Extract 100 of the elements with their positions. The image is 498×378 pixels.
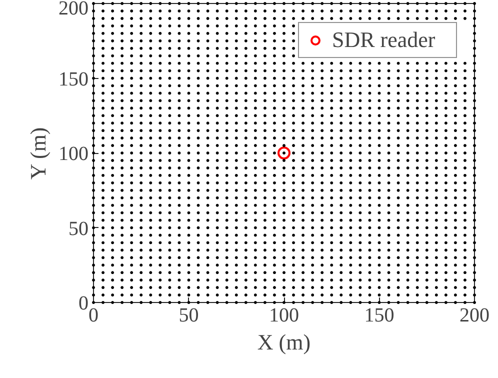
point — [444, 271, 448, 274]
point — [358, 234, 362, 237]
point — [444, 16, 448, 20]
point — [292, 54, 296, 58]
point — [196, 286, 200, 290]
point — [444, 286, 448, 290]
point — [349, 211, 352, 214]
point — [111, 114, 114, 118]
point — [120, 76, 124, 80]
point — [311, 256, 314, 260]
point — [102, 196, 105, 200]
point — [102, 248, 105, 252]
point — [368, 166, 372, 170]
point — [396, 2, 400, 5]
point — [178, 204, 181, 207]
point — [425, 84, 428, 88]
point — [396, 152, 400, 154]
point — [254, 106, 257, 110]
point — [149, 226, 152, 230]
point — [102, 76, 105, 80]
point — [225, 188, 228, 192]
point — [330, 99, 334, 102]
point — [168, 76, 172, 80]
point — [225, 158, 228, 162]
point — [130, 39, 134, 42]
point — [244, 16, 248, 20]
point — [463, 211, 466, 214]
point — [292, 9, 296, 12]
point — [187, 129, 190, 132]
point — [149, 144, 152, 148]
point — [196, 32, 200, 35]
point — [140, 181, 143, 184]
point — [178, 69, 181, 72]
point — [225, 54, 228, 58]
point — [111, 166, 114, 170]
point — [358, 256, 362, 260]
point — [263, 114, 266, 118]
point — [340, 122, 343, 125]
point — [454, 174, 457, 177]
point — [263, 92, 266, 95]
point — [149, 241, 152, 244]
point — [140, 9, 143, 12]
point — [282, 114, 286, 118]
point — [225, 106, 228, 110]
point — [387, 136, 390, 140]
point — [178, 174, 181, 177]
point — [302, 301, 305, 304]
point — [444, 174, 448, 177]
point — [130, 106, 134, 110]
point — [225, 196, 228, 200]
point — [473, 99, 476, 102]
point — [187, 62, 190, 65]
point — [320, 99, 324, 102]
point — [378, 152, 381, 154]
point — [187, 114, 190, 118]
point — [302, 218, 305, 222]
point — [311, 278, 314, 282]
point — [378, 226, 381, 230]
point — [368, 84, 372, 88]
point — [149, 218, 152, 222]
point — [302, 271, 305, 274]
point — [406, 234, 410, 237]
point — [111, 144, 114, 148]
point — [340, 129, 343, 132]
point — [292, 256, 296, 260]
point — [444, 204, 448, 207]
point — [225, 181, 228, 184]
point — [263, 278, 266, 282]
point — [349, 278, 352, 282]
point — [368, 136, 372, 140]
point — [178, 271, 181, 274]
point — [263, 129, 266, 132]
point — [330, 226, 334, 230]
point — [463, 152, 466, 154]
point — [349, 106, 352, 110]
point — [140, 241, 143, 244]
point — [140, 152, 143, 154]
point — [425, 248, 428, 252]
point — [349, 234, 352, 237]
point — [206, 62, 210, 65]
point — [102, 92, 105, 95]
point — [320, 234, 324, 237]
point — [340, 294, 343, 297]
point — [396, 271, 400, 274]
point — [196, 218, 200, 222]
point — [311, 264, 314, 267]
point — [254, 99, 257, 102]
point — [272, 136, 276, 140]
point — [263, 204, 266, 207]
point — [158, 106, 162, 110]
point — [454, 114, 457, 118]
point — [463, 114, 466, 118]
point — [272, 92, 276, 95]
point — [340, 226, 343, 230]
point — [358, 62, 362, 65]
point — [158, 84, 162, 88]
point — [102, 204, 105, 207]
point — [92, 92, 95, 95]
point — [368, 286, 372, 290]
point — [196, 241, 200, 244]
